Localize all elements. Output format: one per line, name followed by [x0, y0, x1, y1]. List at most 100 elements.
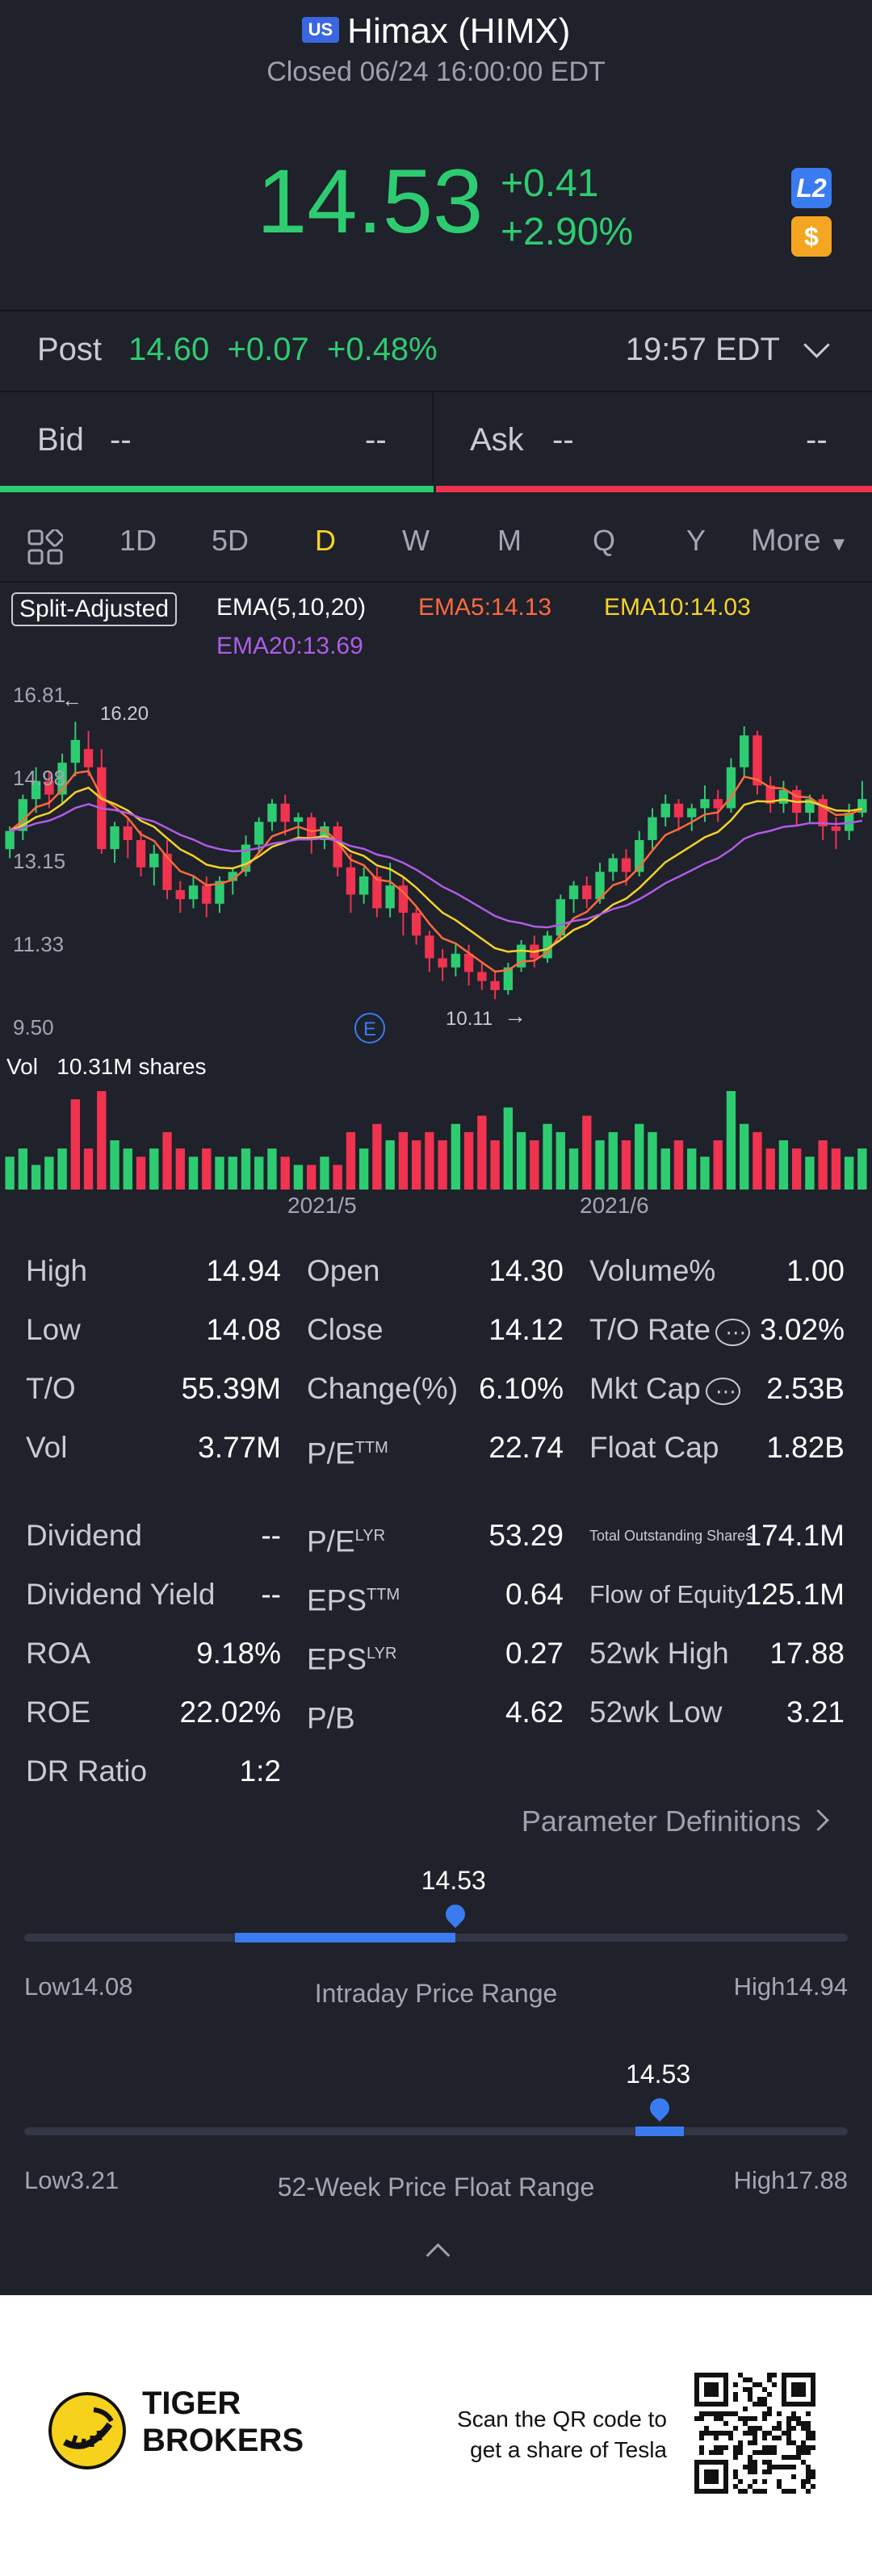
qr-module	[791, 2474, 796, 2479]
qr-module	[748, 2426, 753, 2431]
qr-module	[748, 2431, 753, 2436]
candle-body	[857, 799, 867, 813]
qr-module	[767, 2407, 772, 2411]
stat-label: Mkt Cap ⋯	[589, 1370, 740, 1410]
y-tick-label: 9.50	[13, 1015, 54, 1039]
qr-module	[811, 2445, 815, 2450]
grid-icon[interactable]	[27, 529, 63, 565]
volume-bar	[267, 1148, 277, 1190]
qr-module	[704, 2426, 709, 2431]
candle-body	[411, 913, 421, 936]
qr-module	[757, 2397, 762, 2402]
x-tick-label: 2021/6	[580, 1193, 649, 1218]
level2-icon[interactable]: L2	[791, 168, 832, 208]
volume-bar	[44, 1156, 54, 1190]
candle-body	[568, 885, 579, 900]
qr-module	[786, 2455, 791, 2460]
candle-body	[254, 822, 264, 845]
parameter-definitions-link[interactable]: Parameter Definitions	[521, 1804, 801, 1838]
volume-bar	[411, 1140, 421, 1190]
divider	[0, 581, 872, 583]
qr-module	[748, 2469, 753, 2474]
qr-module	[767, 2460, 772, 2465]
scan-text-line1: Scan the QR code to	[457, 2407, 667, 2432]
stat-superscript: LYR	[354, 1527, 386, 1545]
qr-module	[767, 2445, 772, 2450]
qr-code-icon[interactable]	[694, 2373, 815, 2494]
candle-body	[267, 803, 277, 822]
bid-size: --	[365, 422, 387, 458]
stat-superscript: TTM	[367, 1586, 400, 1604]
qr-module	[733, 2474, 738, 2479]
stat-label: Volume%	[589, 1254, 716, 1287]
high-marker: 16.20	[100, 703, 149, 725]
qr-module	[762, 2387, 767, 2392]
tab-m[interactable]: M	[497, 524, 522, 557]
chevron-up-icon[interactable]	[426, 2243, 451, 2268]
tab-y[interactable]: Y	[686, 524, 706, 557]
qr-module	[772, 2436, 777, 2440]
qr-module	[772, 2450, 777, 2455]
candle-body	[660, 803, 670, 818]
volume-bar	[831, 1148, 841, 1190]
tab-more[interactable]: More ▼	[751, 516, 849, 569]
volume-bar	[844, 1156, 854, 1190]
qr-module	[748, 2460, 753, 2465]
tab-q[interactable]: Q	[593, 524, 616, 557]
qr-module	[801, 2445, 806, 2450]
info-icon[interactable]: ⋯	[715, 1319, 751, 1346]
tiger-logo-icon	[48, 2392, 126, 2469]
arrow-left-icon: ←	[61, 688, 82, 712]
qr-module	[777, 2484, 782, 2489]
candle-body	[372, 876, 382, 909]
candle-body	[149, 853, 159, 868]
y-tick-label: 14.98	[13, 766, 65, 790]
qr-module	[757, 2489, 762, 2494]
chevron-down-icon[interactable]	[803, 332, 830, 358]
intraday-range-fill	[234, 1933, 455, 1942]
stat-label: P/B	[307, 1701, 355, 1735]
earnings-marker: E	[363, 1018, 376, 1040]
volume-chart[interactable]	[0, 1086, 872, 1191]
tab-d[interactable]: D	[315, 524, 336, 557]
qr-module	[806, 2426, 811, 2431]
volume-bar	[241, 1148, 251, 1190]
qr-module	[762, 2445, 767, 2450]
stat-value: 1.82B	[766, 1431, 845, 1464]
qr-module	[738, 2479, 743, 2484]
candlestick-chart[interactable]: 16.81 14.98 13.15 11.33 9.50 ← 16.20 10.…	[0, 678, 872, 1049]
qr-module	[699, 2436, 704, 2440]
bid-label: Bid	[37, 422, 84, 458]
volume-bar	[18, 1148, 28, 1190]
caret-down-icon: ▼	[829, 533, 849, 555]
earnings-icon[interactable]	[354, 1013, 385, 1043]
qr-module	[699, 2431, 704, 2436]
week52-current: 14.53	[626, 2060, 691, 2089]
footer-banner: TIGER BROKERS Scan the QR code to get a …	[0, 2295, 872, 2576]
qr-module	[767, 2373, 772, 2377]
post-market-row[interactable]: Post 14.60 +0.07 +0.48%	[37, 329, 438, 370]
post-price: 14.60	[128, 332, 210, 367]
qr-module	[777, 2411, 782, 2416]
candle-body	[280, 803, 290, 822]
ema-label[interactable]: EMA(5,10,20)	[216, 594, 367, 621]
tab-w[interactable]: W	[402, 524, 430, 557]
stat-value: 6.10%	[479, 1372, 564, 1405]
qr-module	[786, 2431, 791, 2436]
qr-module	[733, 2469, 738, 2474]
tab-5d[interactable]: 5D	[212, 524, 249, 557]
intraday-current: 14.53	[421, 1866, 486, 1895]
qr-module	[743, 2465, 748, 2469]
qr-module	[767, 2392, 772, 2397]
volume-bar	[635, 1123, 644, 1190]
volume-bar	[568, 1148, 579, 1190]
volume-bar	[595, 1140, 605, 1190]
dollar-icon[interactable]: $	[791, 216, 832, 257]
chevron-right-icon[interactable]	[807, 1809, 829, 1831]
qr-module	[806, 2411, 811, 2416]
qr-module	[728, 2431, 733, 2436]
split-adjusted-toggle[interactable]: Split-Adjusted	[11, 592, 178, 626]
info-icon[interactable]: ⋯	[705, 1378, 740, 1405]
tab-1d[interactable]: 1D	[119, 524, 157, 557]
volume-label: Vol 10.31M shares	[6, 1054, 207, 1080]
